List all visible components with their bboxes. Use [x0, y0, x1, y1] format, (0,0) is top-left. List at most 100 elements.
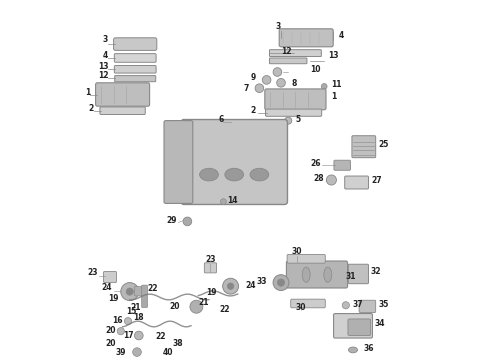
FancyBboxPatch shape: [352, 136, 376, 158]
Circle shape: [227, 283, 234, 289]
FancyBboxPatch shape: [279, 29, 333, 47]
Text: 38: 38: [173, 339, 184, 348]
Text: 10: 10: [310, 65, 320, 74]
Text: 24: 24: [245, 281, 255, 290]
FancyBboxPatch shape: [287, 255, 325, 263]
FancyBboxPatch shape: [348, 319, 370, 336]
Circle shape: [134, 331, 143, 340]
Text: 14: 14: [227, 197, 238, 206]
FancyBboxPatch shape: [114, 38, 157, 50]
FancyBboxPatch shape: [142, 285, 147, 307]
FancyBboxPatch shape: [134, 287, 147, 296]
Text: 17: 17: [123, 332, 133, 341]
Text: 3: 3: [103, 36, 108, 45]
Circle shape: [190, 300, 203, 313]
FancyBboxPatch shape: [291, 299, 325, 308]
FancyBboxPatch shape: [286, 261, 347, 288]
Circle shape: [220, 199, 226, 204]
Circle shape: [326, 175, 337, 185]
Text: 33: 33: [256, 278, 267, 287]
FancyBboxPatch shape: [334, 314, 372, 338]
Text: 32: 32: [371, 267, 382, 276]
FancyBboxPatch shape: [96, 83, 149, 106]
Circle shape: [285, 117, 292, 124]
Text: 25: 25: [378, 140, 389, 149]
Text: 4: 4: [339, 31, 344, 40]
Circle shape: [273, 275, 289, 291]
Circle shape: [126, 288, 133, 295]
Text: 7: 7: [243, 84, 248, 93]
Ellipse shape: [225, 168, 244, 181]
Ellipse shape: [348, 347, 358, 353]
Text: 20: 20: [105, 326, 116, 335]
Text: 22: 22: [220, 305, 230, 314]
Text: 16: 16: [112, 316, 122, 325]
Text: 19: 19: [206, 288, 216, 297]
Circle shape: [183, 217, 192, 226]
Text: 12: 12: [98, 72, 108, 81]
Text: 21: 21: [130, 303, 141, 312]
Text: 6: 6: [218, 116, 223, 125]
FancyBboxPatch shape: [181, 120, 288, 204]
FancyBboxPatch shape: [348, 264, 368, 284]
Text: 30: 30: [292, 247, 302, 256]
Circle shape: [321, 84, 327, 89]
FancyBboxPatch shape: [115, 76, 156, 82]
Text: 34: 34: [374, 319, 385, 328]
Text: 2: 2: [89, 104, 94, 113]
Circle shape: [255, 84, 264, 93]
Text: 9: 9: [250, 73, 256, 82]
Text: 27: 27: [371, 176, 382, 185]
Ellipse shape: [199, 168, 219, 181]
Text: 21: 21: [198, 298, 209, 307]
Text: 22: 22: [155, 332, 166, 341]
FancyBboxPatch shape: [164, 121, 193, 203]
Text: 1: 1: [85, 88, 90, 97]
Text: 31: 31: [346, 272, 356, 281]
Text: 29: 29: [166, 216, 176, 225]
FancyBboxPatch shape: [100, 107, 145, 114]
Text: 20: 20: [105, 339, 116, 348]
Circle shape: [133, 348, 141, 356]
Text: 28: 28: [314, 174, 324, 183]
FancyBboxPatch shape: [266, 109, 321, 116]
Text: 4: 4: [103, 51, 108, 60]
Circle shape: [273, 68, 282, 76]
Text: 20: 20: [170, 302, 180, 311]
Ellipse shape: [302, 267, 310, 282]
Circle shape: [277, 78, 285, 87]
Text: 2: 2: [250, 106, 256, 115]
FancyBboxPatch shape: [114, 54, 156, 62]
FancyBboxPatch shape: [334, 160, 350, 170]
Text: 3: 3: [276, 22, 281, 31]
Text: 40: 40: [162, 348, 172, 357]
Text: 24: 24: [101, 283, 112, 292]
Text: 23: 23: [87, 269, 98, 278]
Text: 39: 39: [116, 348, 126, 357]
Text: 8: 8: [292, 79, 297, 88]
Text: 23: 23: [205, 255, 216, 264]
Ellipse shape: [250, 168, 269, 181]
Text: 18: 18: [134, 314, 144, 323]
Circle shape: [222, 278, 239, 294]
Text: 22: 22: [148, 284, 158, 293]
Text: 26: 26: [310, 159, 320, 168]
Text: 15: 15: [126, 307, 137, 316]
FancyBboxPatch shape: [204, 263, 217, 273]
Circle shape: [117, 328, 124, 335]
Circle shape: [262, 76, 271, 84]
Text: 35: 35: [378, 300, 389, 309]
Circle shape: [121, 283, 139, 301]
FancyBboxPatch shape: [270, 58, 307, 64]
Text: 11: 11: [331, 80, 342, 89]
FancyBboxPatch shape: [359, 300, 376, 312]
FancyBboxPatch shape: [345, 176, 368, 189]
Text: 19: 19: [108, 294, 119, 303]
Text: 1: 1: [331, 92, 337, 101]
Circle shape: [277, 279, 285, 286]
Text: 36: 36: [364, 344, 374, 353]
FancyBboxPatch shape: [270, 50, 321, 57]
FancyBboxPatch shape: [114, 66, 156, 73]
Circle shape: [124, 318, 132, 325]
Text: 30: 30: [295, 303, 306, 312]
